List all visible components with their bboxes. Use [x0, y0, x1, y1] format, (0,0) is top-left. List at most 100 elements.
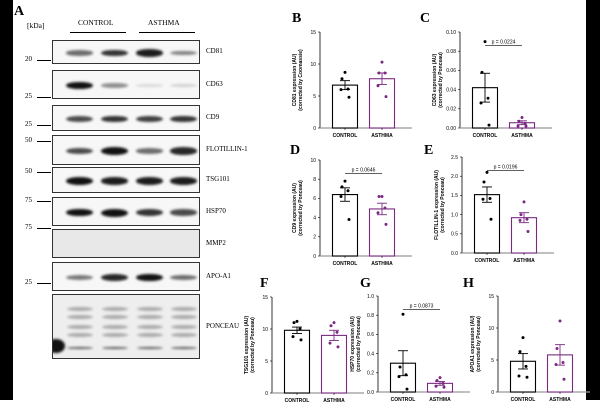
blot-band	[170, 115, 197, 123]
data-point	[339, 194, 343, 198]
data-point	[347, 95, 351, 99]
blot-mmp2	[52, 229, 200, 258]
data-point	[339, 88, 343, 92]
data-point	[384, 95, 388, 99]
blot-band	[136, 84, 163, 87]
ponceau-band	[171, 307, 197, 311]
ponceau-band	[137, 307, 163, 311]
data-point	[434, 384, 438, 388]
blot-band	[101, 49, 128, 57]
x-tick-label: ASTHMA	[371, 133, 393, 139]
y-axis-label: (corrected by Ponceau)	[356, 316, 362, 372]
kda-marker-line	[37, 283, 51, 284]
y-tick-label: 1.0	[367, 294, 374, 300]
blot-band	[136, 49, 163, 57]
data-point	[295, 319, 299, 323]
y-axis-label: CD9 expression (AU)	[292, 183, 298, 233]
p-value-label: p = 0.0224	[492, 40, 516, 46]
data-point	[405, 387, 409, 391]
group-asthma-label: ASTHMA	[148, 18, 180, 27]
y-tick-label: 0	[491, 390, 494, 396]
x-tick-label: ASTHMA	[549, 397, 571, 403]
kda-marker: 25	[25, 120, 32, 128]
data-point	[516, 124, 520, 128]
data-point	[335, 330, 339, 334]
y-tick-label: 10	[488, 326, 494, 332]
blot-tsg101	[52, 167, 200, 193]
data-point	[519, 213, 523, 217]
y-tick-label: 0	[265, 391, 268, 397]
y-tick-label: 15	[488, 294, 494, 300]
panel-letter: G	[360, 276, 371, 291]
data-point	[299, 338, 303, 342]
x-tick-label: CONTROL	[333, 133, 358, 139]
data-point	[524, 124, 528, 128]
p-value-label: p = 0.0873	[410, 304, 434, 310]
y-tick-label: 0	[313, 254, 316, 260]
kda-marker: 50	[25, 167, 32, 175]
blot-band	[66, 177, 93, 185]
data-point	[483, 40, 487, 44]
blot-band	[66, 275, 93, 280]
y-axis-label: (corrected by Ponceau)	[440, 177, 446, 233]
y-tick-label: 0.8	[367, 313, 374, 319]
kda-marker-line	[37, 201, 51, 202]
data-point	[438, 376, 442, 380]
group-control-line	[70, 32, 126, 33]
ponceau-band	[137, 315, 163, 319]
kda-marker: 25	[25, 278, 32, 286]
x-tick-label: CONTROL	[511, 397, 536, 403]
blot-band	[170, 50, 197, 56]
data-point	[380, 194, 384, 198]
chart-b: 0 5 10 15 CD81 expression (AU) (corrected by …	[292, 30, 412, 139]
ponceau-band	[171, 347, 197, 349]
blot-band	[101, 177, 128, 185]
panel-letter: H	[463, 276, 474, 291]
right-border	[586, 0, 600, 400]
ponceau-band	[102, 333, 128, 337]
y-tick-label: 5	[265, 359, 268, 365]
data-point	[517, 119, 521, 123]
data-point	[482, 180, 486, 184]
blot-band	[66, 208, 93, 217]
blot-flotillin-1	[52, 135, 200, 165]
kda-marker: 25	[25, 92, 32, 100]
data-point	[328, 341, 332, 345]
y-axis-label: APOA1 expression (AU)	[470, 315, 476, 372]
y-tick-label: 2	[313, 235, 316, 241]
y-axis-label: (corrected by Coomassie)	[298, 49, 304, 111]
y-tick-label: 2.5	[451, 155, 458, 161]
ponceau-band	[67, 315, 93, 319]
y-axis-label: CD63 expression (AU)	[432, 53, 438, 106]
data-point	[488, 196, 492, 200]
data-point	[383, 206, 387, 210]
ponceau-blob	[53, 339, 65, 353]
panel-letter: E	[424, 143, 434, 158]
blot-band	[170, 177, 197, 185]
ponceau-band	[102, 347, 128, 349]
ponceau-band	[171, 325, 197, 329]
data-point	[485, 170, 489, 174]
data-point	[383, 71, 387, 75]
data-point	[555, 346, 559, 350]
data-point	[329, 324, 333, 328]
data-point	[292, 321, 296, 325]
blot-label: PONCEAU	[206, 321, 240, 330]
blot-band	[66, 81, 93, 90]
data-point	[561, 361, 565, 365]
ponceau-band	[137, 347, 163, 349]
y-tick-label: 10	[310, 158, 316, 164]
x-tick-label: CONTROL	[473, 133, 498, 139]
ponceau-band	[137, 333, 163, 337]
y-tick-label: 0.0	[451, 251, 458, 257]
x-tick-label: CONTROL	[475, 258, 500, 264]
bar-asthma	[368, 78, 396, 129]
y-axis-label: (corrected by Ponceau)	[438, 52, 444, 108]
kda-marker-line	[37, 97, 51, 98]
bar-control	[331, 84, 359, 129]
blot-label: CD9	[206, 113, 220, 121]
group-control-label: CONTROL	[78, 18, 114, 27]
y-tick-label: 0	[313, 126, 316, 132]
x-tick-label: ASTHMA	[511, 133, 533, 139]
blot-band	[101, 273, 128, 282]
